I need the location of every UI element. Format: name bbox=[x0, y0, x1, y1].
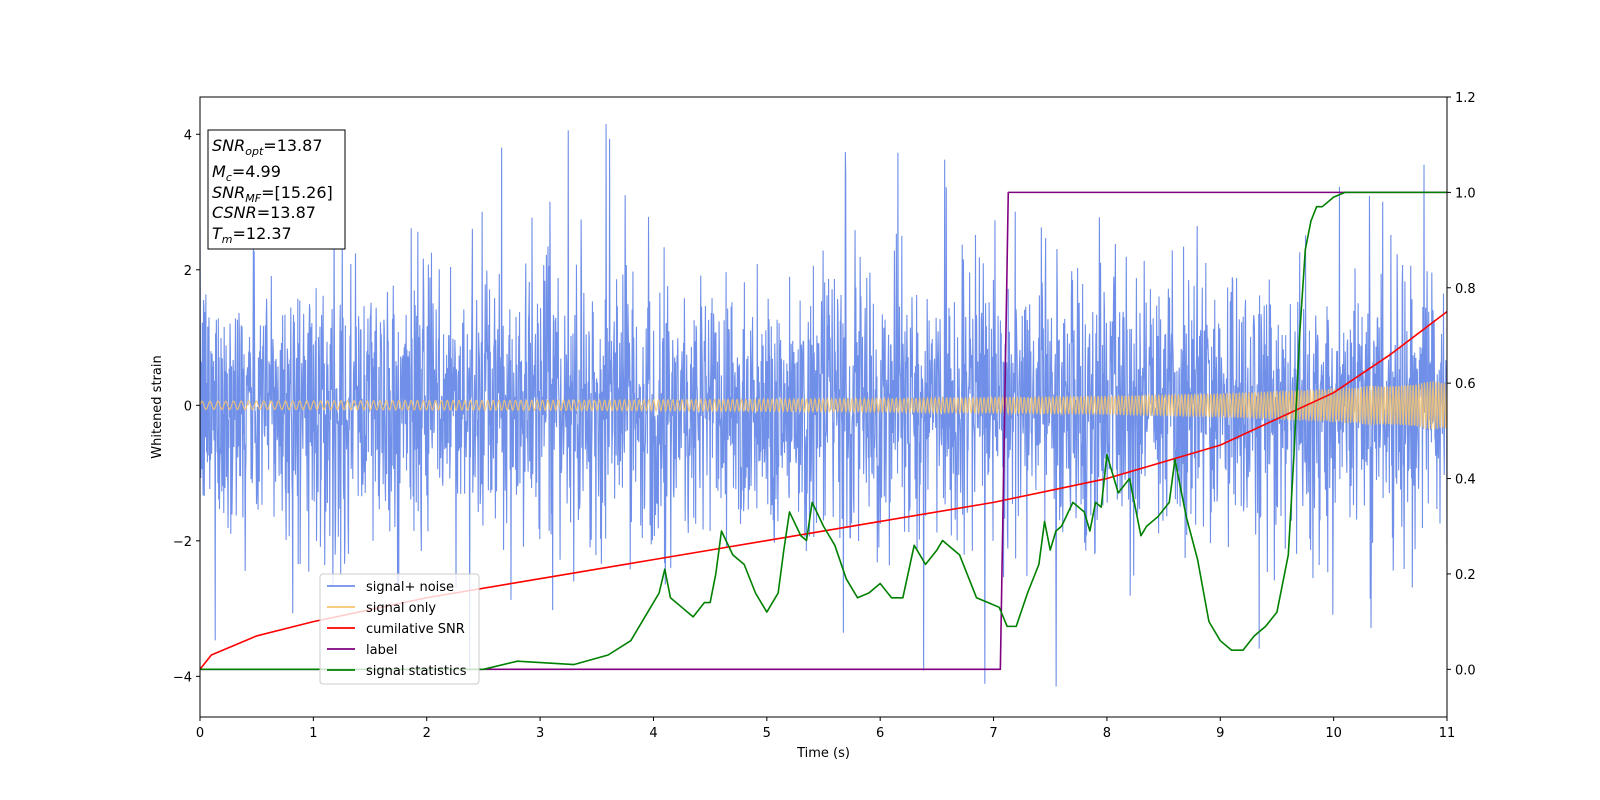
x-tick-label: 4 bbox=[649, 726, 657, 741]
x-tick-label: 5 bbox=[763, 726, 771, 741]
x-tick-label: 10 bbox=[1325, 726, 1342, 741]
legend-signal-plus-noise: signal+ noise bbox=[327, 580, 454, 595]
y-left-tick-label: −4 bbox=[173, 670, 192, 685]
y-right-tick-label: 0.6 bbox=[1455, 377, 1476, 392]
legend-frame bbox=[319, 573, 480, 685]
x-axis-label: Time (s) bbox=[796, 746, 850, 761]
x-tick-label: 2 bbox=[423, 726, 431, 741]
y-left-tick-label: 0 bbox=[184, 399, 192, 414]
y-right-tick-label: 1.0 bbox=[1455, 186, 1476, 201]
x-tick-label: 0 bbox=[196, 726, 204, 741]
y-right-tick-label: 0.8 bbox=[1455, 282, 1476, 297]
legend-signal-only: signal only bbox=[327, 601, 436, 616]
x-tick-label: 6 bbox=[876, 726, 884, 741]
legend-label-text: signal+ noise bbox=[366, 580, 454, 595]
series-signal-only bbox=[200, 381, 1447, 430]
legend-label-text: label bbox=[366, 643, 397, 658]
legend-label: label bbox=[327, 643, 397, 658]
annotation-tm: Tm=12.37 bbox=[212, 224, 292, 246]
annotation-mc: Mc=4.99 bbox=[212, 162, 281, 184]
x-tick-label: 1 bbox=[309, 726, 317, 741]
legend-label-text: signal only bbox=[366, 601, 436, 616]
series-signal-plus-noise bbox=[200, 124, 1447, 687]
x-tick-label: 7 bbox=[989, 726, 997, 741]
annotation-csnr: CSNR=13.87 bbox=[212, 203, 316, 222]
annotation-snr-mf: SNRMF=[15.26] bbox=[212, 183, 333, 205]
y-right-tick-label: 1.2 bbox=[1455, 91, 1476, 106]
y-left-tick-label: 2 bbox=[184, 264, 192, 279]
y-right-tick-label: 0.0 bbox=[1455, 663, 1476, 678]
x-tick-label: 11 bbox=[1439, 726, 1456, 741]
legend: signal+ noise signal only cumilative SNR la… bbox=[319, 573, 480, 685]
series-label bbox=[200, 191, 1447, 671]
y-left-tick-label: 4 bbox=[184, 128, 192, 143]
y-right-tick-label: 0.4 bbox=[1455, 473, 1476, 488]
legend-cumulative-snr: cumilative SNR bbox=[327, 622, 465, 637]
series-layer bbox=[200, 124, 1447, 687]
legend-signal-statistics: signal statistics bbox=[327, 664, 467, 679]
plot-frame bbox=[199, 96, 1448, 718]
legend-label-text: signal statistics bbox=[366, 664, 467, 679]
annotation-box: SNRopt=13.87 Mc=4.99 SNRMF=[15.26] CSNR=… bbox=[207, 129, 346, 250]
series-signal-statistics bbox=[200, 191, 1447, 671]
y-right-tick-label: 0.2 bbox=[1455, 568, 1476, 583]
x-tick-label: 8 bbox=[1103, 726, 1111, 741]
x-tick-label: 9 bbox=[1216, 726, 1224, 741]
legend-label-text: cumilative SNR bbox=[366, 622, 465, 637]
annotation-snr-opt: SNRopt=13.87 bbox=[212, 136, 323, 158]
y-left-tick-label: −2 bbox=[173, 535, 192, 550]
y-axis-label: Whitened strain bbox=[150, 355, 165, 458]
axes-layer: 0 1 2 3 4 5 6 7 8 9 10 11 −4 −2 0 2 4 0.0 0.2 0.4 0.6 0.8 1.0 1… bbox=[173, 91, 1476, 741]
x-tick-label: 3 bbox=[536, 726, 544, 741]
